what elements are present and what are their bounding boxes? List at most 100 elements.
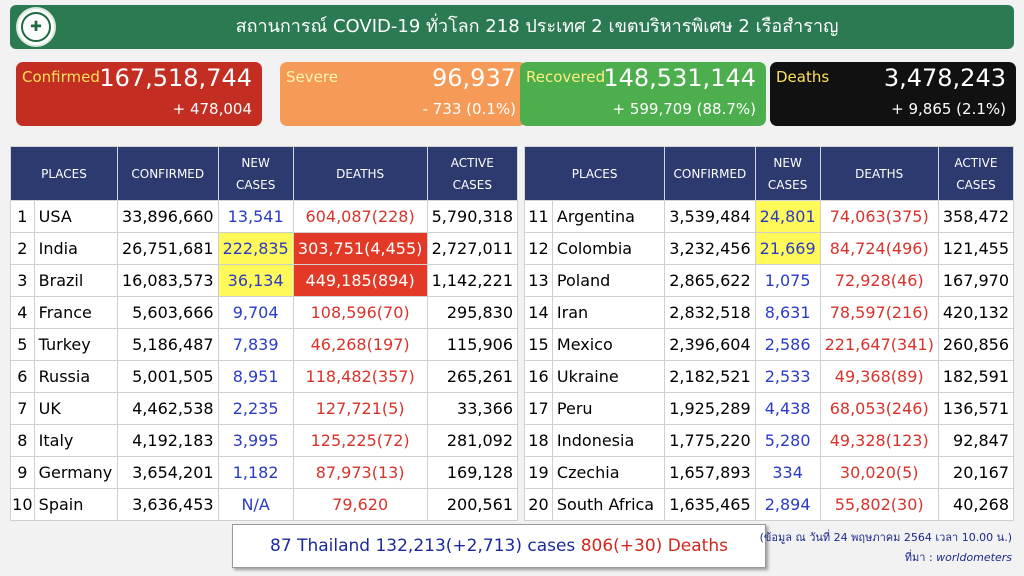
rank-cell: 9 <box>10 456 35 489</box>
new-cases-cell: 3,995 <box>217 424 294 457</box>
place-cell: Spain <box>33 488 118 521</box>
rank-cell: 18 <box>524 424 553 457</box>
deaths-cell: 78,597(216) <box>819 296 939 329</box>
place-cell: UK <box>33 392 118 425</box>
active-cases-cell: 2,727,011 <box>426 232 519 265</box>
deaths-label: Deaths <box>776 68 830 86</box>
active-cases-cell: 121,455 <box>937 232 1015 265</box>
confirmed-cell: 4,462,538 <box>116 392 219 425</box>
new-cases-cell: 2,894 <box>754 488 821 521</box>
active-cases-header: ACTIVE CASES <box>937 146 1015 201</box>
rank-cell: 11 <box>524 200 553 233</box>
thailand-cases: 87 Thailand 132,213(+2,713) cases <box>270 536 576 556</box>
deaths-cell: 74,063(375) <box>819 200 939 233</box>
table-row: 14 Iran 2,832,518 8,631 78,597(216) 420,132 <box>524 296 1015 329</box>
table-row: 18 Indonesia 1,775,220 5,280 49,328(123) 92,8… <box>524 424 1015 457</box>
confirmed-cell: 16,083,573 <box>116 264 219 297</box>
place-cell: Indonesia <box>551 424 666 457</box>
country-table-right: PLACES CONFIRMED NEW CASES DEATHS ACTIVE C… <box>523 146 1015 521</box>
rank-cell: 3 <box>10 264 35 297</box>
confirmed-cell: 3,654,201 <box>116 456 219 489</box>
table-row: 5 Turkey 5,186,487 7,839 46,268(197) 115,906 <box>10 328 519 361</box>
rank-cell: 19 <box>524 456 553 489</box>
active-cases-cell: 358,472 <box>937 200 1015 233</box>
place-cell: Brazil <box>33 264 118 297</box>
new-cases-cell: 36,134 <box>217 264 294 297</box>
place-cell: Iran <box>551 296 666 329</box>
place-cell: Argentina <box>551 200 666 233</box>
active-cases-cell: 265,261 <box>426 360 519 393</box>
new-cases-cell: 1,075 <box>754 264 821 297</box>
confirmed-cell: 2,396,604 <box>664 328 756 361</box>
place-cell: Peru <box>551 392 666 425</box>
confirmed-delta: + 478,004 <box>172 100 252 118</box>
table-row: 19 Czechia 1,657,893 334 30,020(5) 20,167 <box>524 456 1015 489</box>
place-cell: Turkey <box>33 328 118 361</box>
rank-cell: 15 <box>524 328 553 361</box>
severe-label: Severe <box>286 68 338 86</box>
table-row: 9 Germany 3,654,201 1,182 87,973(13) 169,128 <box>10 456 519 489</box>
active-cases-cell: 182,591 <box>937 360 1015 393</box>
new-cases-header: NEW CASES <box>217 146 294 201</box>
rank-cell: 14 <box>524 296 553 329</box>
new-cases-cell: 2,533 <box>754 360 821 393</box>
new-cases-cell: 8,631 <box>754 296 821 329</box>
ministry-emblem-icon: ✚ <box>16 7 56 47</box>
place-cell: Colombia <box>551 232 666 265</box>
confirmed-header: CONFIRMED <box>664 146 756 201</box>
new-cases-cell: 2,235 <box>217 392 294 425</box>
new-cases-cell: 8,951 <box>217 360 294 393</box>
place-cell: France <box>33 296 118 329</box>
deaths-cell: 127,721(5) <box>292 392 428 425</box>
place-cell: Czechia <box>551 456 666 489</box>
new-cases-cell: 7,839 <box>217 328 294 361</box>
deaths-cell: 49,328(123) <box>819 424 939 457</box>
table-row: 20 South Africa 1,635,465 2,894 55,802(30) 40… <box>524 488 1015 521</box>
table-row: 2 India 26,751,681 222,835 303,751(4,455) 2,7… <box>10 232 519 265</box>
place-cell: Germany <box>33 456 118 489</box>
rank-cell: 4 <box>10 296 35 329</box>
deaths-delta: + 9,865 (2.1%) <box>891 100 1006 118</box>
severe-card: Severe 96,937 - 733 (0.1%) <box>280 62 526 126</box>
recovered-delta: + 599,709 (88.7%) <box>612 100 757 118</box>
data-date-note: (ข้อมูล ณ วันที่ 24 พฤษภาคม 2564 เวลา 10… <box>759 531 1012 544</box>
place-cell: Ukraine <box>551 360 666 393</box>
deaths-cell: 79,620 <box>292 488 428 521</box>
source-note: ที่มา : worldometers <box>904 551 1012 564</box>
confirmed-label: Confirmed <box>22 68 100 86</box>
table-row: 6 Russia 5,001,505 8,951 118,482(357) 265,261 <box>10 360 519 393</box>
table-row: 3 Brazil 16,083,573 36,134 449,185(894) 1,142… <box>10 264 519 297</box>
deaths-header: DEATHS <box>292 146 428 201</box>
recovered-label: Recovered <box>526 68 606 86</box>
new-cases-cell: 21,669 <box>754 232 821 265</box>
confirmed-cell: 5,186,487 <box>116 328 219 361</box>
active-cases-cell: 33,366 <box>426 392 519 425</box>
active-cases-cell: 200,561 <box>426 488 519 521</box>
confirmed-header: CONFIRMED <box>116 146 219 201</box>
confirmed-cell: 5,603,666 <box>116 296 219 329</box>
active-cases-cell: 136,571 <box>937 392 1015 425</box>
severe-delta: - 733 (0.1%) <box>422 100 516 118</box>
deaths-cell: 68,053(246) <box>819 392 939 425</box>
confirmed-cell: 1,925,289 <box>664 392 756 425</box>
new-cases-cell: 222,835 <box>217 232 294 265</box>
deaths-cell: 72,928(46) <box>819 264 939 297</box>
active-cases-cell: 167,970 <box>937 264 1015 297</box>
confirmed-cell: 2,865,622 <box>664 264 756 297</box>
place-cell: Italy <box>33 424 118 457</box>
thailand-deaths: 806(+30) Deaths <box>580 536 728 556</box>
deaths-cell: 30,020(5) <box>819 456 939 489</box>
table-row: 10 Spain 3,636,453 N/A 79,620 200,561 <box>10 488 519 521</box>
new-cases-cell: 334 <box>754 456 821 489</box>
confirmed-cell: 3,232,456 <box>664 232 756 265</box>
deaths-cell: 221,647(341) <box>819 328 939 361</box>
confirmed-cell: 1,775,220 <box>664 424 756 457</box>
new-cases-cell: 4,438 <box>754 392 821 425</box>
place-cell: South Africa <box>551 488 666 521</box>
confirmed-cell: 2,182,521 <box>664 360 756 393</box>
active-cases-cell: 295,830 <box>426 296 519 329</box>
rank-cell: 8 <box>10 424 35 457</box>
table-row: 7 UK 4,462,538 2,235 127,721(5) 33,366 <box>10 392 519 425</box>
active-cases-cell: 260,856 <box>937 328 1015 361</box>
rank-cell: 5 <box>10 328 35 361</box>
